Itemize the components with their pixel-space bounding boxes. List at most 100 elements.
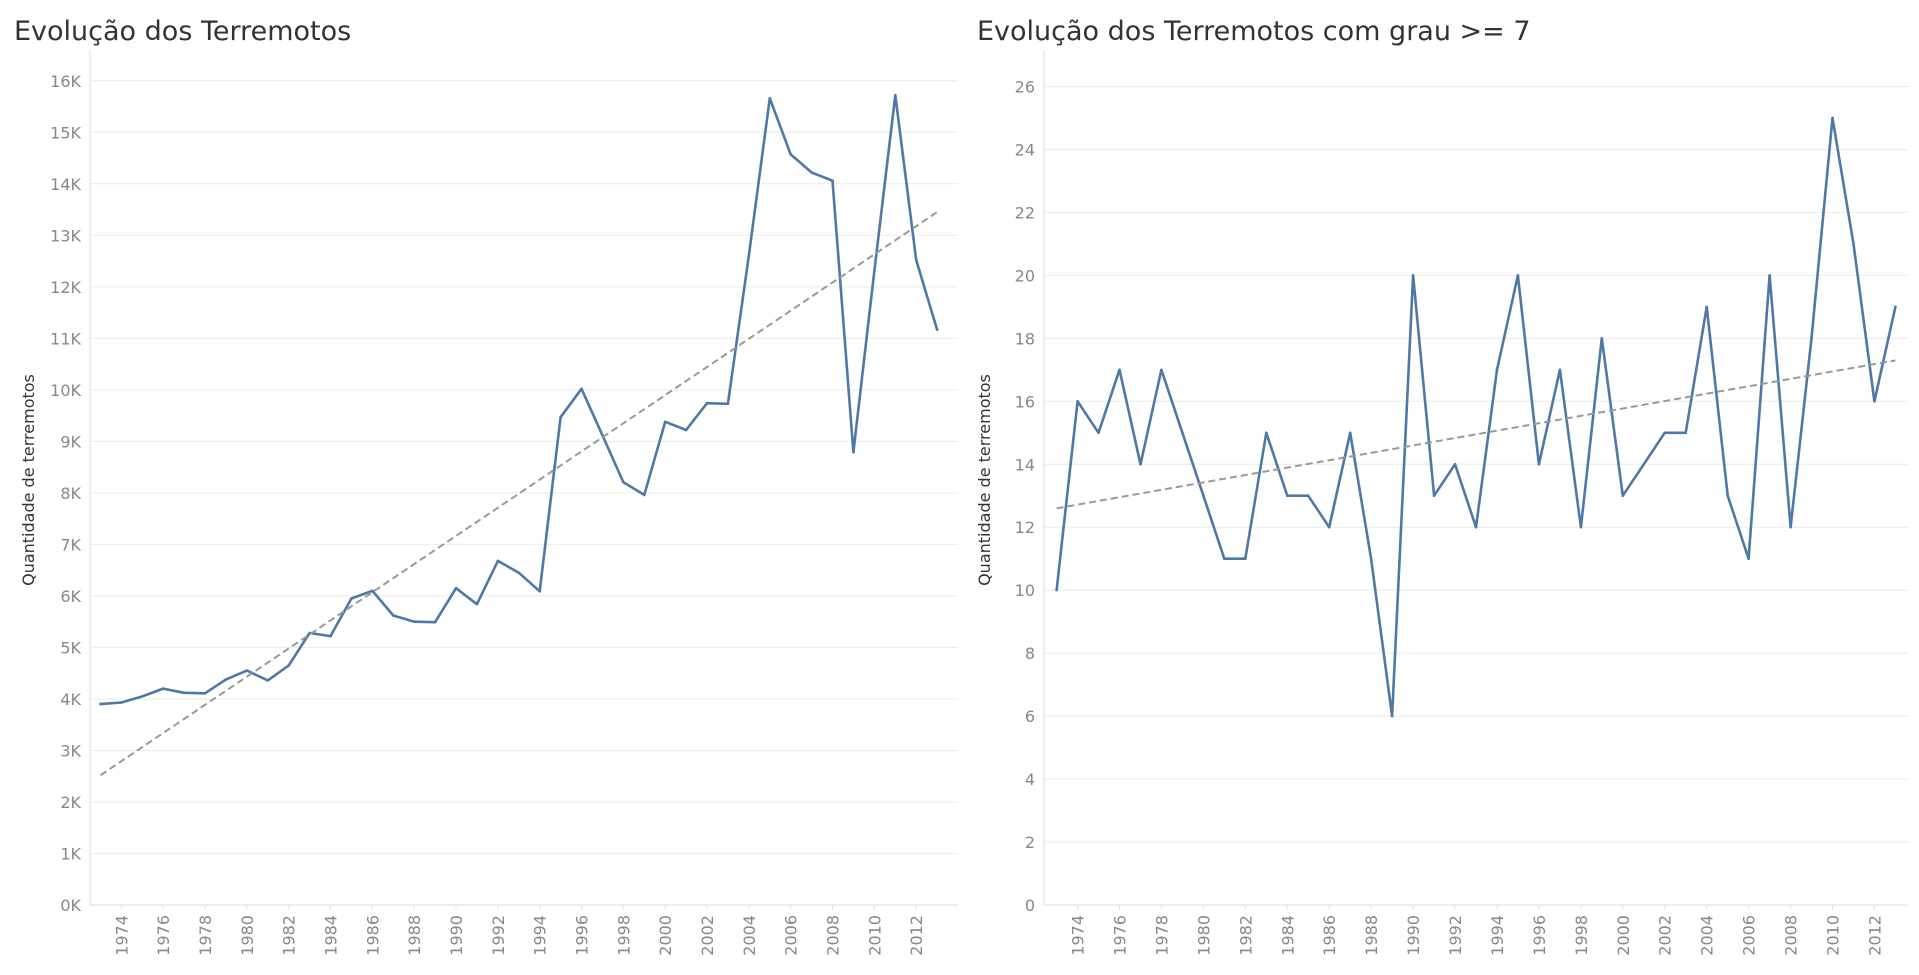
data-point-left (789, 153, 792, 156)
y-tick-label-right: 14 (1015, 455, 1035, 474)
data-point-right (1663, 431, 1667, 435)
x-tick-label-left: 1974 (112, 915, 131, 956)
data-point-left (99, 702, 102, 706)
data-point-right (1118, 368, 1121, 372)
data-point-right (1852, 242, 1855, 246)
data-point-right (1202, 494, 1205, 498)
x-tick-label-right: 1978 (1152, 915, 1171, 956)
data-point-right (1705, 305, 1708, 309)
data-point-right (1600, 337, 1604, 340)
data-point-right (1768, 274, 1771, 277)
data-point-left (433, 620, 437, 624)
data-point-right (1306, 494, 1310, 498)
series-line-right (1055, 116, 1897, 718)
data-point-left (810, 171, 813, 174)
series-line-left (100, 93, 939, 706)
x-tick-label-left: 1994 (531, 915, 550, 956)
data-point-left (350, 597, 353, 600)
y-tick-label-left: 14K (50, 175, 81, 194)
data-point-left (203, 691, 207, 695)
data-point-left (140, 695, 144, 698)
data-point-right (1285, 494, 1289, 498)
x-tick-label-left: 2004 (740, 915, 759, 956)
data-point-left (893, 93, 897, 97)
x-tick-label-right: 1976 (1110, 915, 1129, 956)
data-point-right (1831, 116, 1834, 120)
trend-line-left (99, 211, 938, 777)
data-point-right (1097, 431, 1100, 435)
x-tick-label-right: 1996 (1530, 915, 1549, 956)
data-point-left (914, 258, 918, 262)
trend-line-right (1056, 359, 1896, 510)
y-tick-label-left: 3K (60, 741, 81, 760)
y-tick-label-left: 0K (60, 896, 81, 915)
y-tick-label-left: 5K (60, 638, 81, 657)
x-tick-label-right: 1994 (1488, 915, 1507, 956)
x-tick-label-right: 1982 (1236, 915, 1255, 956)
data-point-right (1579, 525, 1583, 529)
y-tick-label-left: 12K (50, 278, 81, 297)
y-tick-label-right: 12 (1015, 518, 1035, 537)
data-point-right (1181, 431, 1184, 435)
data-point-left (391, 614, 395, 617)
x-tick-label-left: 1996 (573, 915, 592, 956)
data-point-right (1327, 525, 1331, 529)
data-point-right (1516, 274, 1520, 277)
x-tick-label-left: 1978 (196, 915, 215, 956)
data-point-left (768, 96, 772, 100)
x-tick-label-left: 1988 (405, 915, 424, 956)
y-tick-label-right: 10 (1015, 581, 1035, 600)
x-tick-label-right: 2010 (1824, 915, 1843, 956)
data-point-left (287, 664, 290, 667)
data-point-left (475, 602, 479, 606)
x-tick-label-right: 1984 (1278, 915, 1297, 956)
data-point-right (1537, 462, 1541, 466)
data-point-right (1244, 557, 1247, 561)
y-tick-label-right: 2 (1025, 833, 1035, 852)
data-point-right (1348, 431, 1352, 435)
data-point-left (266, 679, 270, 682)
data-point-right (1474, 525, 1478, 529)
x-tick-label-right: 2006 (1740, 915, 1759, 956)
data-point-right (1810, 337, 1813, 340)
data-point-left (580, 387, 583, 391)
data-point-right (1453, 462, 1457, 466)
y-tick-label-right: 20 (1015, 266, 1035, 285)
y-tick-label-left: 16K (50, 72, 81, 91)
x-tick-label-right: 1998 (1572, 915, 1591, 956)
y-tick-label-left: 15K (50, 123, 81, 142)
y-tick-label-right: 18 (1015, 329, 1035, 348)
chart-title-right: Evolução dos Terremotos com grau >= 7 (977, 16, 1531, 47)
y-tick-label-right: 24 (1015, 140, 1035, 159)
y-axis-label-left: Quantidade de terremotos (19, 374, 38, 586)
data-point-left (517, 571, 521, 575)
x-tick-label-left: 2008 (824, 915, 843, 956)
y-tick-label-right: 26 (1015, 77, 1035, 96)
data-point-left (245, 669, 249, 672)
y-tick-label-right: 4 (1025, 770, 1035, 789)
x-tick-label-left: 2006 (782, 915, 801, 956)
x-tick-label-right: 1986 (1320, 915, 1339, 956)
data-point-left (852, 450, 855, 454)
data-point-left (663, 420, 667, 424)
data-point-left (622, 480, 625, 484)
x-tick-label-left: 2002 (698, 915, 717, 956)
data-point-right (1621, 494, 1625, 498)
x-tick-label-right: 2004 (1698, 915, 1717, 956)
data-point-right (1558, 368, 1562, 372)
x-tick-label-right: 1992 (1446, 915, 1465, 956)
data-point-right (1369, 557, 1373, 561)
y-tick-label-right: 6 (1025, 707, 1035, 726)
y-tick-label-left: 2K (60, 793, 81, 812)
data-point-right (1055, 588, 1058, 592)
data-point-left (120, 701, 123, 704)
data-point-right (1894, 305, 1897, 309)
x-tick-label-left: 1982 (280, 915, 299, 956)
x-tick-label-left: 1992 (489, 915, 508, 956)
y-tick-label-right: 16 (1015, 392, 1035, 411)
data-point-right (1432, 494, 1436, 498)
x-tick-label-right: 1990 (1404, 915, 1423, 956)
y-tick-label-left: 4K (60, 690, 81, 709)
x-tick-label-right: 2000 (1614, 915, 1633, 956)
